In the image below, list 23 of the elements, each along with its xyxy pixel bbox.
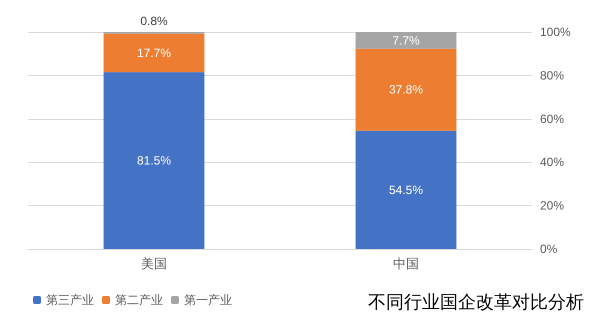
data-label: 17.7% bbox=[136, 46, 172, 60]
text: 不同行业国企改革对比分析 bbox=[368, 292, 584, 312]
legend-label: 第一产业 bbox=[184, 293, 232, 307]
y-tick-label: 0% bbox=[540, 242, 558, 256]
y-tick-label: 80% bbox=[540, 68, 564, 82]
data-label: 0.8% bbox=[140, 14, 168, 28]
y-tick-label: 20% bbox=[540, 198, 564, 213]
bar bbox=[356, 32, 456, 49]
data-label: 37.8% bbox=[388, 82, 424, 97]
y-tick-label: 100% bbox=[540, 25, 572, 39]
bar bbox=[356, 130, 456, 249]
data-label: 54.5% bbox=[388, 182, 424, 197]
data-label: 7.7% bbox=[392, 33, 420, 48]
y-tick-label: 60% bbox=[540, 112, 564, 126]
legend-label: 第二产业 bbox=[115, 293, 163, 307]
bar bbox=[104, 72, 204, 249]
bar bbox=[104, 34, 204, 72]
x-tick-label: 中国 bbox=[393, 256, 419, 271]
x-tick-label: 美国 bbox=[141, 256, 167, 271]
legend-label: 第三产业 bbox=[46, 293, 94, 307]
bar bbox=[356, 48, 456, 131]
y-tick-label: 40% bbox=[540, 155, 564, 170]
data-label: 81.5% bbox=[136, 154, 172, 168]
